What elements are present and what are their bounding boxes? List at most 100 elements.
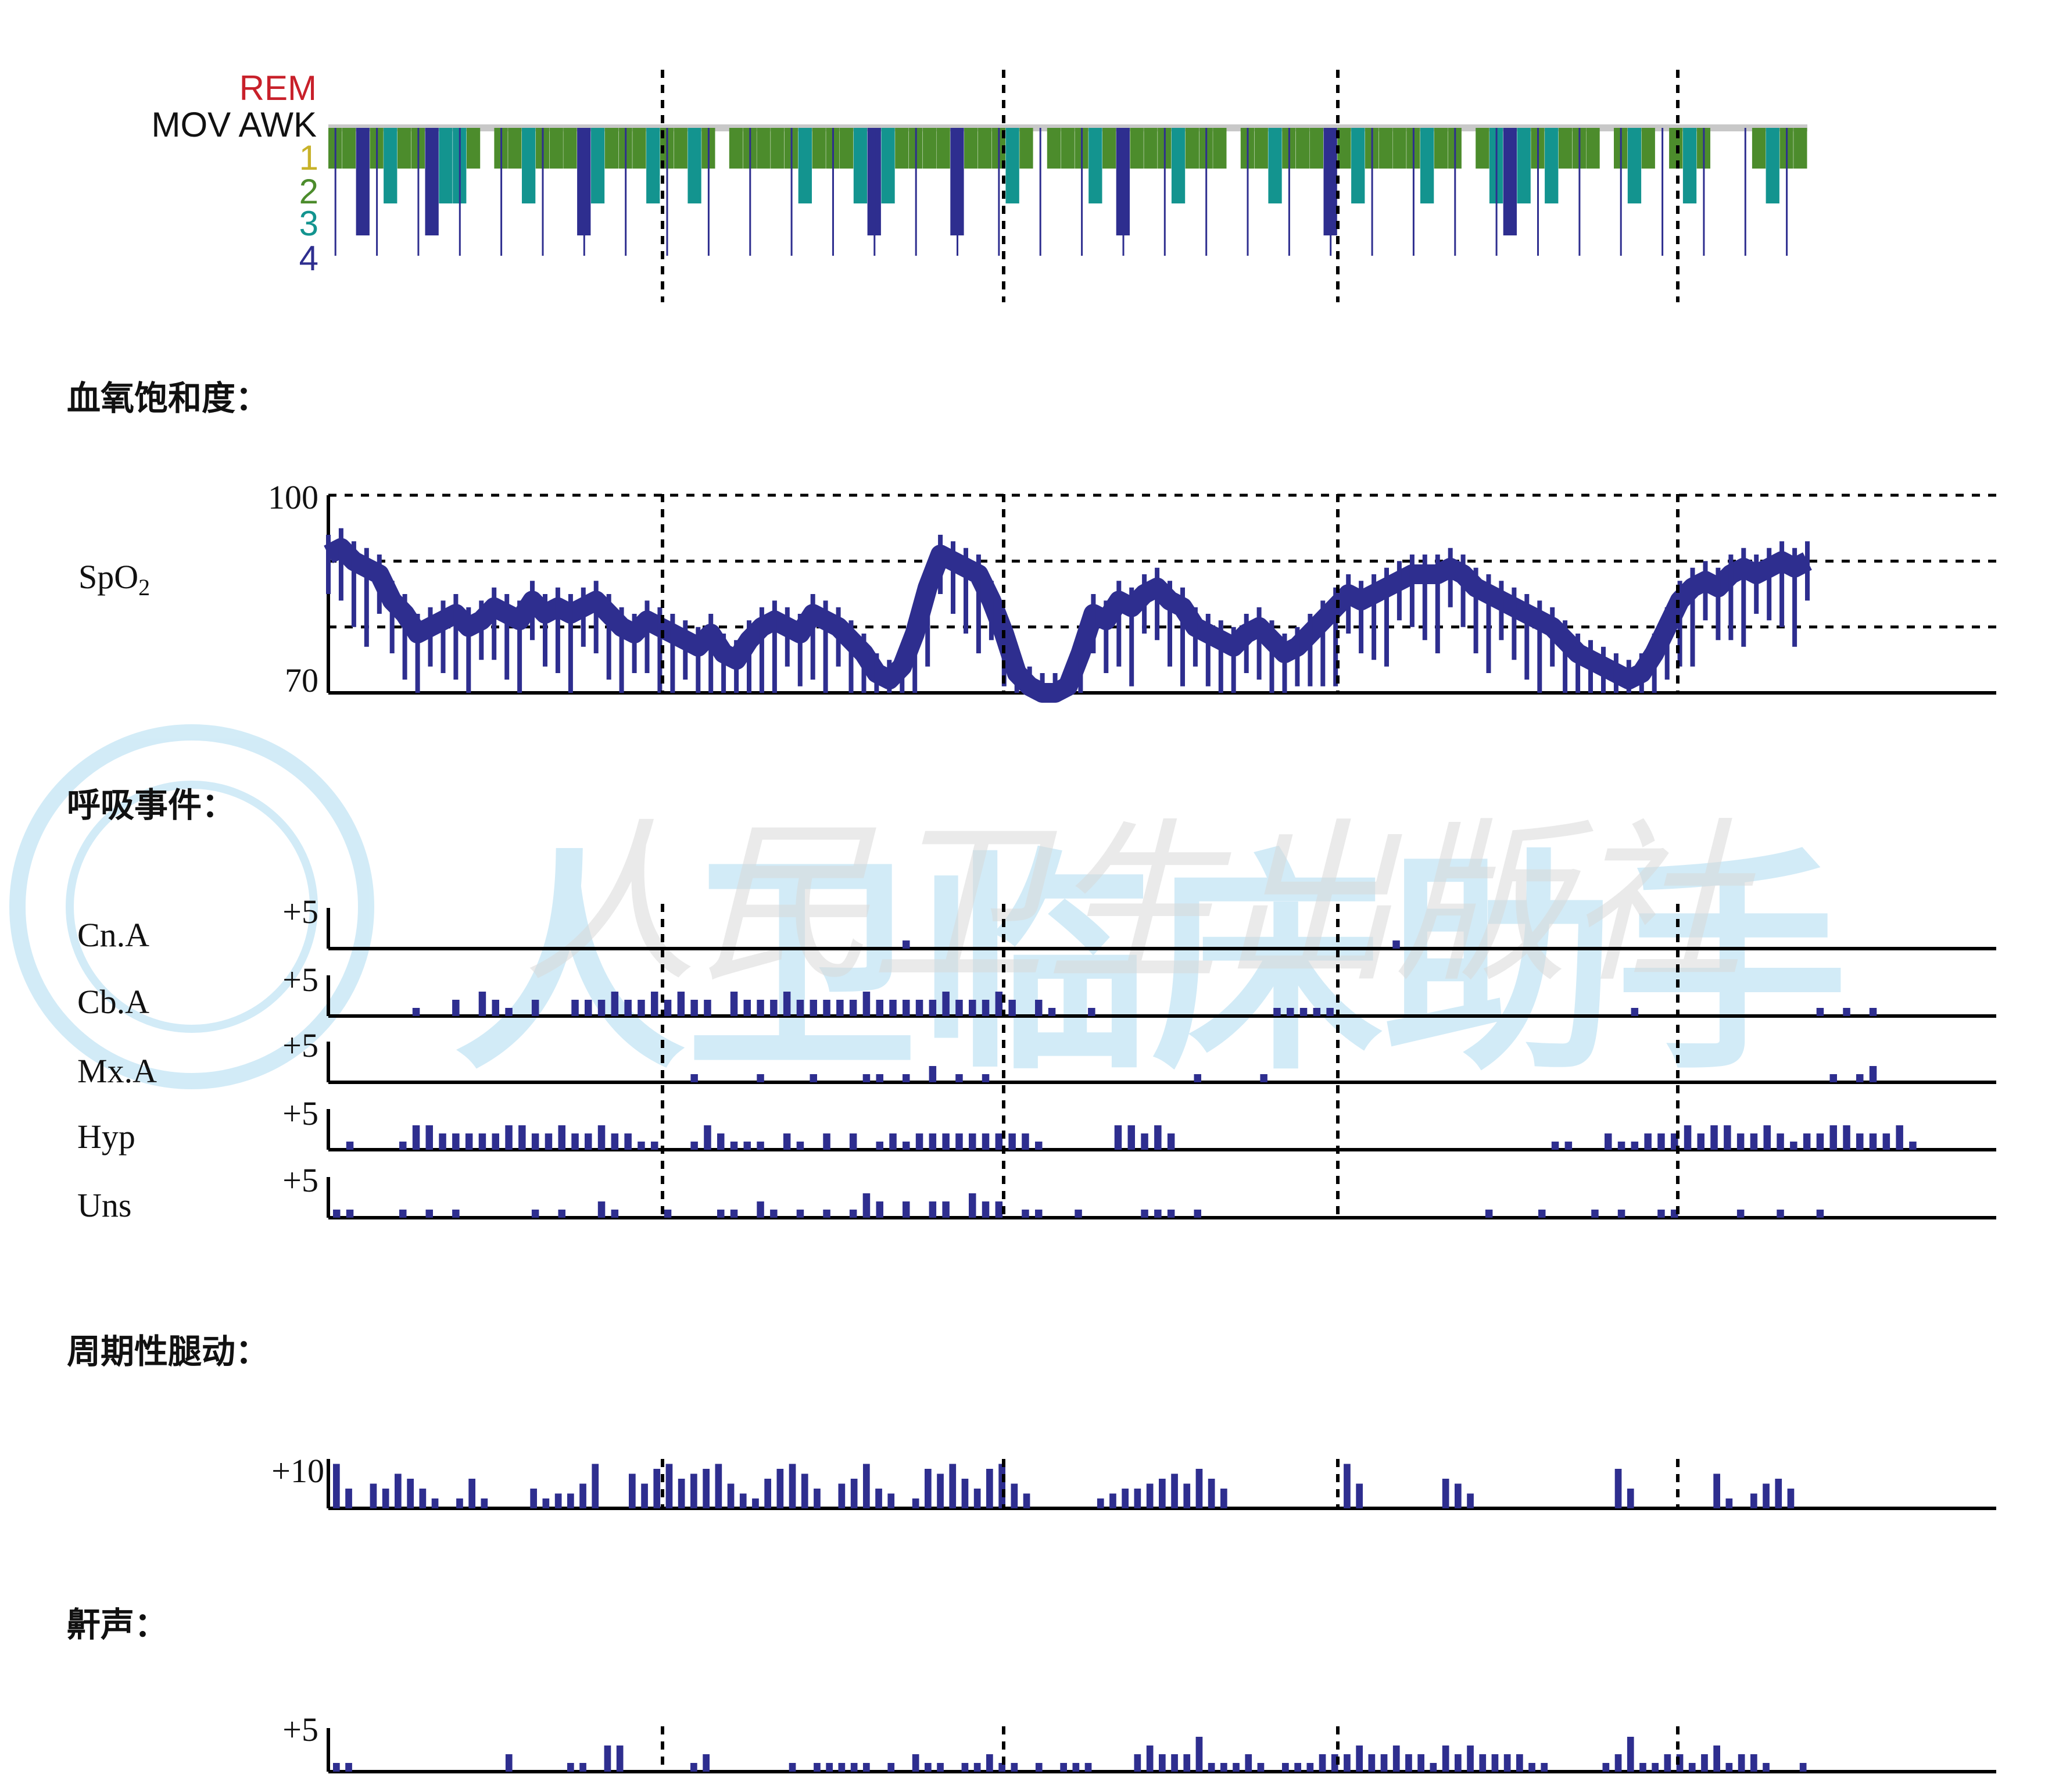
resp-hyp-bar xyxy=(849,1133,857,1150)
resp-hyp-bar xyxy=(1114,1125,1122,1150)
resp-cba-bar xyxy=(995,992,1003,1016)
plm-bar xyxy=(998,1464,1005,1508)
resp-hyp-bar xyxy=(399,1142,407,1150)
hypno-epoch-bar xyxy=(1517,128,1531,203)
resp-cba-bar xyxy=(982,1000,990,1016)
resp-cba-bar xyxy=(770,1000,778,1016)
plm-bar xyxy=(678,1479,685,1508)
resp-cba-bar xyxy=(955,1000,963,1016)
resp-uns-bar xyxy=(1154,1210,1162,1218)
snore-bar xyxy=(505,1754,513,1772)
resp-hyp-bar xyxy=(1869,1133,1877,1150)
hypno-epoch-bar xyxy=(922,128,937,169)
snore-bar xyxy=(961,1763,969,1772)
hypno-epoch-bar xyxy=(1641,128,1655,169)
hypno-epoch-bar xyxy=(1213,128,1227,169)
hypno-epoch-bar xyxy=(1309,128,1323,169)
resp-hyp-bar xyxy=(1154,1125,1162,1150)
resp-cba-bar xyxy=(531,1000,539,1016)
resp-hyp-bar xyxy=(1724,1125,1731,1150)
hypno-deep-spike xyxy=(832,128,834,256)
snore-bar xyxy=(333,1763,340,1772)
resp-hyp-bar xyxy=(1763,1125,1771,1150)
resp-mxa-bar xyxy=(757,1074,764,1082)
resp-hyp-bar xyxy=(969,1133,976,1150)
resp-uns-bar xyxy=(757,1201,764,1218)
resp-cna-bar xyxy=(903,940,910,949)
resp-cba-bar xyxy=(412,1008,420,1016)
plm-bar xyxy=(838,1483,846,1508)
snore-bar xyxy=(1134,1754,1141,1772)
hypno-epoch-bar xyxy=(1627,128,1642,203)
plm-bar xyxy=(468,1479,475,1508)
label-stage-1: 1 xyxy=(299,138,318,177)
hypno-epoch-bar xyxy=(1254,128,1268,169)
plm-bar xyxy=(542,1498,550,1508)
plm-bar xyxy=(419,1489,427,1508)
plm-bar xyxy=(579,1483,586,1508)
snore-bar xyxy=(1602,1763,1610,1772)
plm-bar xyxy=(1787,1489,1795,1508)
resp-uns-bar xyxy=(1657,1210,1665,1218)
plm-bar xyxy=(1195,1469,1203,1508)
plm-bar xyxy=(1109,1493,1116,1508)
plm-bar xyxy=(1455,1483,1462,1508)
plm-bar xyxy=(1725,1498,1733,1508)
plm-bar xyxy=(1220,1489,1227,1508)
resp-uns-bar xyxy=(1538,1210,1546,1218)
plm-bar xyxy=(739,1493,747,1508)
resp-uns-bar xyxy=(730,1210,738,1218)
snore-bar xyxy=(1011,1763,1018,1772)
resp-uns-bar xyxy=(611,1210,619,1218)
resp-uns-bar xyxy=(717,1210,725,1218)
hypno-deep-spike xyxy=(417,128,420,256)
hypno-epoch-bar xyxy=(757,128,771,169)
snore-bar xyxy=(1738,1754,1745,1772)
resp-hyp-bar xyxy=(597,1125,606,1150)
hypnogram-labels: REM MOV AWK 1 2 3 4 xyxy=(152,69,318,278)
resp-hyp-bar xyxy=(1843,1125,1850,1150)
label-stage-3: 3 xyxy=(299,204,318,243)
resp-hyp-bar xyxy=(1896,1125,1903,1150)
snore-bar xyxy=(567,1763,574,1772)
resp-hyp-bar xyxy=(505,1125,513,1150)
plm-bar xyxy=(937,1473,944,1508)
resp-uns-bar xyxy=(1736,1210,1745,1218)
resp-hyp-bar xyxy=(823,1133,830,1150)
plm-bar xyxy=(641,1483,648,1508)
hypno-deep-spike xyxy=(1537,128,1539,256)
plm-bar xyxy=(592,1464,599,1508)
hypno-epoch-bar xyxy=(563,128,577,169)
resp-cba-bar xyxy=(677,992,685,1016)
snore-bar xyxy=(1035,1763,1043,1772)
resp-uns-bar xyxy=(1591,1210,1599,1218)
resp-hyp-bar xyxy=(478,1133,486,1150)
resp-hyp-bar xyxy=(1909,1142,1917,1150)
snore-bar xyxy=(1159,1754,1166,1772)
plm-bar xyxy=(789,1464,796,1508)
plm-bar xyxy=(801,1473,808,1508)
resp-hyp-bar xyxy=(955,1133,963,1150)
snore-bar xyxy=(1245,1754,1252,1772)
resp-uns-bar xyxy=(982,1201,990,1218)
snore-bar xyxy=(1060,1763,1067,1772)
resp-ymax-cba: +5 xyxy=(282,961,318,999)
watermark-logo-inner xyxy=(66,781,318,1033)
snore-bar xyxy=(1331,1754,1338,1772)
resp-hyp-bar xyxy=(1551,1142,1559,1150)
resp-hyp-bar xyxy=(531,1133,539,1150)
plm-bar xyxy=(961,1479,969,1508)
hypno-epoch-bar xyxy=(632,128,646,169)
snore-bar xyxy=(912,1754,919,1772)
snore-bar xyxy=(1430,1763,1437,1772)
plm-bar xyxy=(912,1498,919,1508)
plm-bar xyxy=(715,1464,722,1508)
hypno-epoch-bar xyxy=(1102,128,1116,169)
resp-hyp-bar xyxy=(638,1142,645,1150)
plm-bar xyxy=(949,1464,957,1508)
hypno-epoch-bar xyxy=(1586,128,1600,169)
plm-bar xyxy=(925,1469,932,1508)
hypno-epoch-bar xyxy=(1130,128,1144,169)
plm-bar xyxy=(1442,1479,1449,1508)
plm-bar xyxy=(431,1498,439,1508)
